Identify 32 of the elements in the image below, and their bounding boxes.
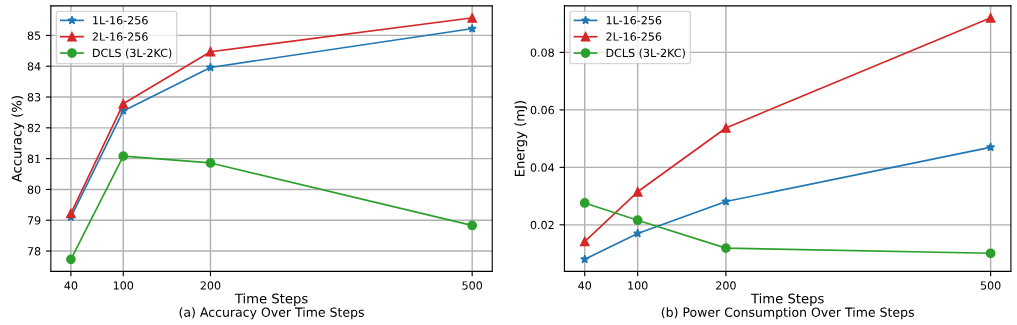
x-tick-label: 500	[462, 281, 483, 290]
x-tick-label: 40	[578, 281, 592, 290]
y-tick-label: 79	[27, 216, 41, 225]
legend-label: 2L-16-256	[606, 32, 662, 41]
x-tick-label: 200	[716, 281, 736, 290]
x-tick-label: 100	[113, 281, 134, 290]
y-tick-label: 84	[27, 62, 41, 71]
y-tick-label: 80	[27, 185, 41, 194]
y-tick-label: 0.04	[530, 163, 555, 172]
x-tick-label: 500	[980, 281, 1001, 290]
text: (b) Power Consumption Over Time Steps	[661, 307, 914, 320]
x-axis-title: Time Steps	[234, 293, 308, 307]
x-tick-label: 100	[628, 281, 648, 290]
legend-label: DCLS (3L-2KC)	[606, 48, 685, 59]
y-axis-title: Energy (mJ)	[514, 101, 528, 177]
x-tick-label: 200	[200, 281, 221, 290]
x-axis-title: Time Steps	[750, 293, 824, 307]
y-tick-label: 0.08	[530, 48, 554, 57]
y-tick-label: 85	[27, 31, 41, 40]
y-tick-label: 83	[27, 93, 41, 102]
x-tick-label: 40	[64, 281, 78, 290]
y-tick-label: 81	[27, 154, 41, 164]
legend-label: DCLS (3L-2KC)	[93, 48, 172, 59]
y-tick-label: 0.02	[530, 220, 554, 230]
text: (a) Accuracy Over Time Steps	[179, 307, 364, 320]
legend-label: 2L-16-256	[92, 32, 148, 41]
y-tick-label: 78	[27, 247, 41, 256]
y-axis-title: Accuracy (%)	[11, 96, 25, 183]
y-tick-label: 82	[27, 123, 41, 133]
legend-label: 1L-16-256	[606, 16, 662, 25]
legend-label: 1L-16-256	[93, 16, 148, 25]
y-tick-label: 0.06	[530, 105, 555, 115]
